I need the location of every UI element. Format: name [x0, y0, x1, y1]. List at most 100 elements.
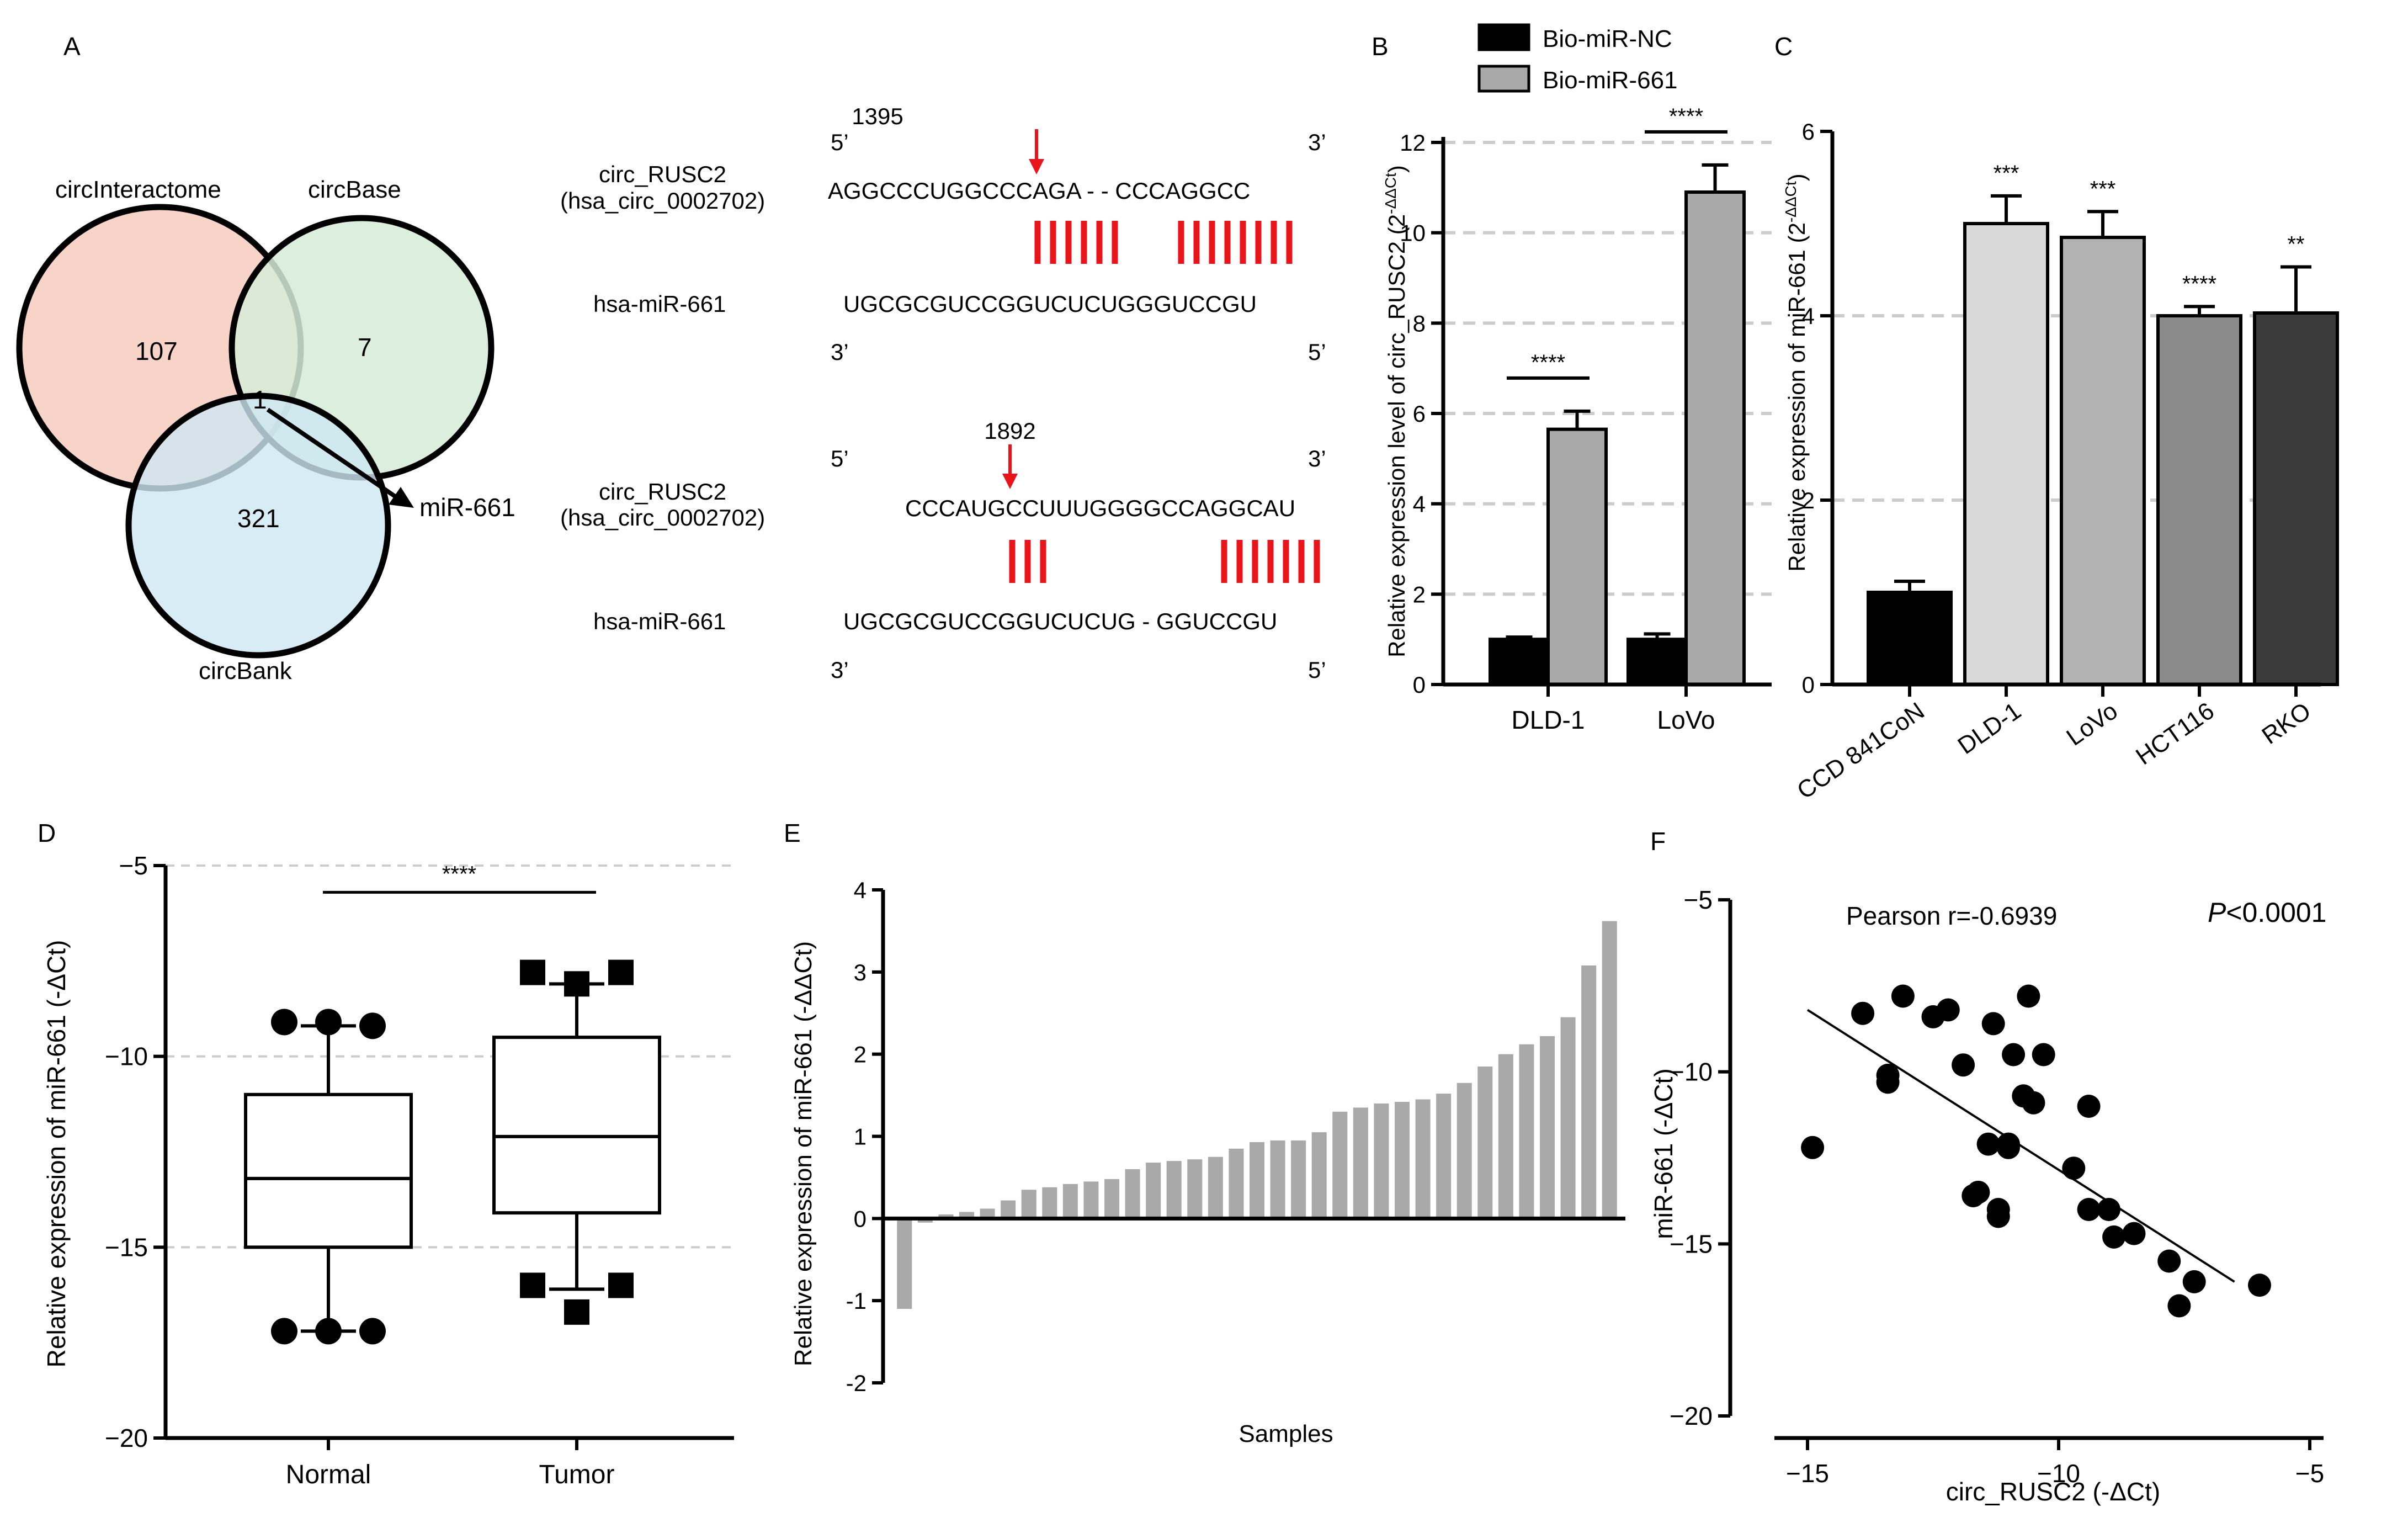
chart-d-point [359, 1012, 386, 1039]
alignment-2-pairs [1009, 540, 1320, 583]
chart-b-ytick-label: 0 [1413, 672, 1426, 698]
chart-c: 0 2 4 6 CCD 841CoN *** DLD-1 *** LoVo **** HCT116 *… [1792, 119, 2339, 804]
chart-e: -2 -1 0 1 2 3 4 [846, 877, 1625, 1396]
chart-b-bar [1546, 427, 1608, 686]
alignment-2-mirna-seq: UGCGCGUCCGGUCUCUG - GGUCCGU [843, 608, 1277, 634]
chart-f-point [1936, 998, 1960, 1022]
chart-b-xtick-label: DLD-1 [1512, 705, 1585, 734]
chart-e-bar [1560, 1017, 1576, 1219]
chart-f-ytick-label: −10 [1670, 1058, 1713, 1086]
chart-b-ytick-label: 10 [1400, 220, 1426, 246]
chart-e-ytick-label: 2 [854, 1042, 867, 1068]
alignment-1-bottom-3prime: 3’ [831, 339, 849, 365]
chart-f-pvalue: P<0.0001 [2208, 897, 2327, 928]
chart-e-bar [1311, 1132, 1327, 1219]
chart-d-point [564, 971, 589, 997]
chart-e-bar [959, 1212, 975, 1219]
chart-f-point [2002, 1043, 2026, 1067]
chart-f-xlabel: circ_RUSC2 (-ΔCt) [1946, 1477, 2161, 1506]
chart-d-point [315, 1009, 342, 1036]
chart-e-bar [1602, 921, 1617, 1219]
chart-e-xlabel: Samples [1238, 1420, 1333, 1447]
chart-f-xtick-label: −5 [2295, 1459, 2324, 1488]
chart-f-point [2122, 1222, 2146, 1245]
venn-pointer-label: miR-661 [419, 493, 515, 522]
chart-f-pearson: Pearson r=-0.6939 [1846, 901, 2057, 930]
chart-e-bar [1208, 1156, 1223, 1219]
alignment-2-circ-seq: CCCAUGCCUUUGGGGCCAGGCAU [905, 495, 1295, 521]
chart-b-bar [1626, 638, 1688, 686]
chart-b-ytick-label: 4 [1413, 491, 1426, 517]
chart-f-point [1981, 1012, 2005, 1036]
chart-e-bar [1394, 1101, 1410, 1219]
chart-f-ytick-label: −20 [1670, 1402, 1713, 1430]
chart-d-point [564, 1299, 589, 1325]
chart-f-fit-line [1806, 1009, 2235, 1283]
chart-b-ytick-label: 8 [1413, 310, 1426, 336]
chart-f-point [1986, 1198, 2010, 1221]
chart-e-ytick-label: 0 [854, 1206, 867, 1232]
alignment-1-circ-seq: AGGCCCUGGCCCAGA - - CCCAGGCC [828, 178, 1250, 204]
chart-f-xtick-label: −10 [2037, 1459, 2080, 1488]
chart-d-point [520, 959, 545, 985]
venn-pointer-arrowhead [389, 487, 414, 508]
panel-a: A circInteractome circBase circBank 107 … [16, 32, 1326, 685]
chart-d-point [520, 1272, 545, 1298]
venn-diagram: circInteractome circBase circBank 107 7 … [16, 176, 515, 685]
chart-c-ytick-label: 4 [1802, 303, 1815, 329]
chart-e-bar [1125, 1169, 1140, 1219]
chart-d-xtick-label: Tumor [539, 1460, 615, 1489]
chart-e-bar [980, 1208, 995, 1219]
alignment-1-circ-name: circ_RUSC2 [599, 161, 726, 187]
chart-c-ylabel: Relative expression of miR-661 (2-ΔΔCt) [1782, 173, 1810, 571]
alignment-1-mirna-name: hsa-miR-661 [593, 291, 726, 317]
alignment-2-circ-id: (hsa_circ_0002702) [560, 505, 765, 530]
chart-c-xtick-label: CCD 841CoN [1792, 697, 1929, 804]
chart-d-xtick-label: Normal [286, 1460, 371, 1489]
chart-e-ytick-label: -2 [846, 1370, 867, 1396]
panel-d: D −20 −15 −10 −5 Normal Tumor **** Relative ex… [38, 819, 734, 1489]
alignment-2: 1892 5’ 3’ circ_RUSC2 (hsa_circ_0002702)… [560, 418, 1326, 683]
chart-e-bar [1581, 965, 1597, 1219]
chart-f-point [2182, 1270, 2206, 1293]
panel-b: B Bio-miR-NC Bio-miR-661 0 2 4 6 8 10 12 **** DL… [1372, 23, 1772, 734]
chart-f-point [1976, 1132, 2000, 1156]
chart-e-bar [1249, 1142, 1265, 1219]
chart-e-bar [1083, 1181, 1099, 1219]
alignment-1-site: 1395 [852, 103, 903, 129]
chart-e-bar [1332, 1111, 1348, 1219]
venn-pointer-line [266, 407, 399, 500]
chart-f-point [2022, 1091, 2045, 1115]
chart-d-ytick-label: −10 [105, 1042, 148, 1071]
chart-f-point [2062, 1156, 2086, 1180]
chart-c-bar [2156, 314, 2242, 686]
alignment-2-3prime: 3’ [1308, 445, 1326, 471]
chart-e-bar [1146, 1163, 1161, 1219]
alignment-2-bottom-3prime: 3’ [831, 657, 849, 683]
alignment-1-pairs [1034, 221, 1293, 264]
chart-c-xtick-label: DLD-1 [1953, 697, 2026, 760]
chart-b: 0 2 4 6 8 10 12 **** DLD-1 **** LoVo [1400, 104, 1772, 734]
alignment-2-circ-name: circ_RUSC2 [599, 479, 726, 505]
legend-label-bio-mir-nc: Bio-miR-NC [1543, 25, 1672, 52]
chart-e-bar [1042, 1187, 1057, 1219]
chart-f-point [1876, 1070, 1900, 1094]
chart-e-ytick-label: 1 [854, 1124, 867, 1150]
chart-e-bar [938, 1214, 954, 1219]
alignment-1-bottom-5prime: 5’ [1308, 339, 1326, 365]
chart-d-ytick-label: −20 [105, 1424, 148, 1452]
chart-f-ytick-label: −5 [1684, 885, 1713, 914]
legend-swatch-bio-mir-661 [1477, 65, 1530, 93]
chart-f: −20 −15 −10 −5 −15 −10 −5 [1670, 885, 2324, 1488]
chart-f-point [2167, 1294, 2191, 1318]
alignment-2-5prime: 5’ [831, 445, 849, 471]
chart-b-ylabel: Relative expression level of circ_RUSC2 … [1382, 165, 1410, 657]
chart-f-point [2017, 984, 2040, 1008]
chart-e-bar [1415, 1099, 1431, 1219]
chart-f-point [2102, 1225, 2126, 1249]
alignment-2-mirna-name: hsa-miR-661 [593, 608, 726, 634]
chart-d-point [608, 959, 634, 985]
chart-f-xtick-label: −15 [1786, 1459, 1829, 1488]
alignment-1-3prime: 3’ [1308, 129, 1326, 155]
